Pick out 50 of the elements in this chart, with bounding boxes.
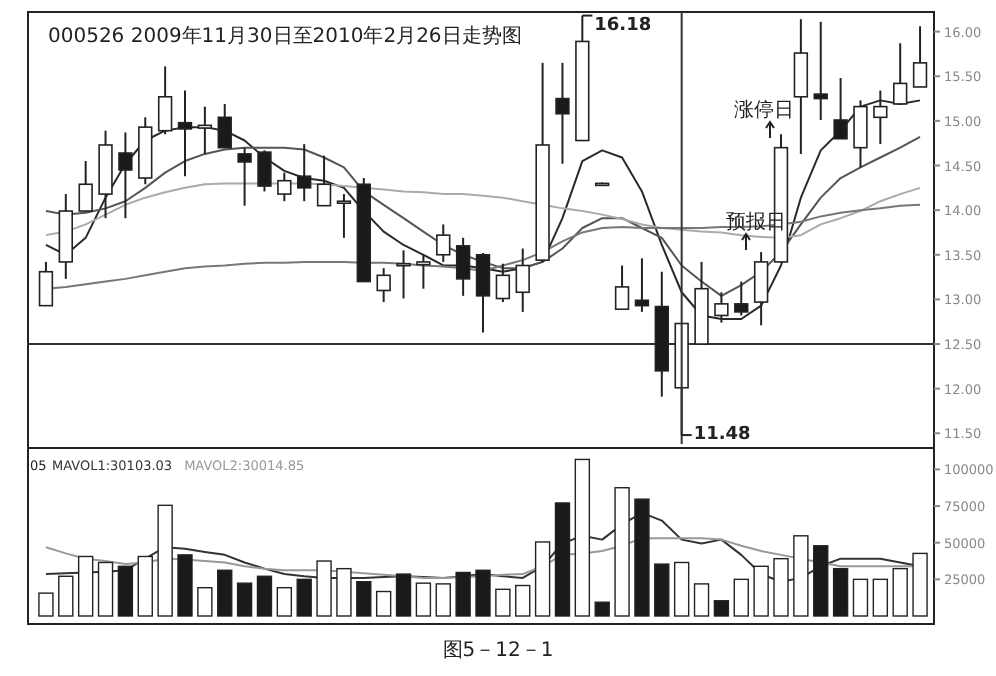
bar bbox=[534, 541, 551, 617]
bar bbox=[495, 588, 511, 617]
bar bbox=[415, 582, 432, 617]
bar bbox=[256, 575, 273, 617]
bar bbox=[515, 584, 531, 617]
bar bbox=[673, 561, 690, 617]
bar bbox=[97, 561, 114, 617]
text: 000526 2009年11月30日至2010年2月26日走势图 bbox=[48, 24, 522, 48]
bar bbox=[654, 563, 670, 617]
bar bbox=[554, 502, 571, 617]
bar bbox=[58, 575, 74, 617]
annotation: 涨停日 bbox=[734, 98, 794, 122]
bar bbox=[813, 545, 829, 617]
bar bbox=[614, 487, 630, 617]
bar bbox=[733, 578, 749, 617]
bar bbox=[77, 555, 94, 617]
bar bbox=[375, 590, 392, 617]
bar bbox=[137, 555, 153, 617]
bar bbox=[316, 560, 332, 617]
bar bbox=[852, 578, 869, 617]
caption: 图5－12－1 bbox=[442, 640, 554, 662]
bar bbox=[236, 582, 253, 617]
bar bbox=[157, 504, 173, 617]
bar bbox=[594, 601, 610, 617]
bar bbox=[117, 565, 134, 617]
bar bbox=[435, 583, 451, 617]
bar bbox=[912, 552, 928, 617]
bar bbox=[475, 569, 491, 617]
bar bbox=[455, 571, 471, 617]
bar bbox=[395, 573, 412, 617]
bar bbox=[773, 557, 789, 617]
bar bbox=[574, 458, 591, 617]
bar bbox=[336, 567, 352, 617]
annotation: 16.18 bbox=[594, 15, 652, 36]
bar bbox=[753, 565, 769, 617]
bar bbox=[713, 600, 730, 617]
bar bbox=[217, 569, 233, 617]
bar bbox=[276, 587, 293, 617]
bar bbox=[634, 498, 650, 617]
bar bbox=[296, 578, 312, 617]
bar bbox=[177, 554, 193, 617]
bar bbox=[872, 578, 889, 617]
bar bbox=[892, 567, 908, 617]
bar bbox=[197, 587, 213, 617]
bar bbox=[38, 592, 54, 617]
bar bbox=[832, 567, 849, 617]
annotation: 11.48 bbox=[693, 425, 751, 446]
bar bbox=[356, 581, 372, 617]
bar bbox=[793, 535, 809, 617]
bar bbox=[693, 583, 710, 617]
